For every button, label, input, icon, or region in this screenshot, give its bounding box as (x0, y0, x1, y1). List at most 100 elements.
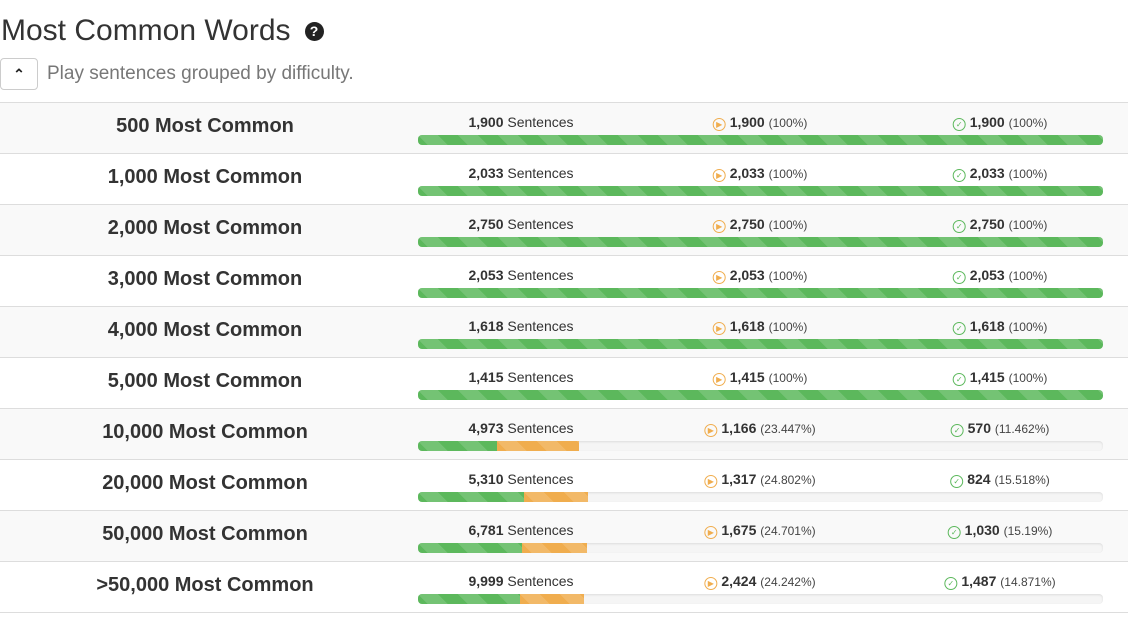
mastered-bar-segment (418, 237, 1103, 247)
check-circle-icon: ✓ (950, 475, 964, 488)
row-label[interactable]: 20,000 Most Common (102, 472, 308, 494)
sentences-word: Sentences (507, 216, 574, 232)
mastered-bar-segment (418, 594, 520, 604)
row-label[interactable]: 500 Most Common (116, 115, 294, 137)
mastered-bar-segment (418, 288, 1103, 298)
check-circle-icon: ✓ (947, 526, 961, 539)
play-icon: ▶ (704, 475, 718, 488)
played-stat: ▶ 1,166 (23.447%) (704, 420, 816, 437)
progress-bar (418, 339, 1103, 349)
table-row[interactable]: 3,000 Most Common 2,053 Sentences ▶ 2,053… (0, 256, 1128, 307)
played-value: 1,618 (729, 318, 765, 334)
mastered-value: 1,415 (969, 369, 1005, 385)
mastered-pct: (100%) (1008, 269, 1048, 283)
play-icon: ▶ (712, 169, 726, 182)
title-text: Most Common Words (1, 14, 291, 47)
sentence-count-value: 1,900 (468, 114, 504, 130)
mastered-bar-segment (418, 390, 1103, 400)
mastered-pct: (100%) (1008, 371, 1048, 385)
mastered-pct: (100%) (1008, 167, 1048, 181)
check-circle-icon: ✓ (950, 424, 964, 437)
table-row[interactable]: 500 Most Common 1,900 Sentences ▶ 1,900 (… (0, 103, 1128, 154)
played-pct: (100%) (768, 218, 808, 232)
sentences-word: Sentences (507, 369, 574, 385)
mastered-value: 824 (967, 471, 991, 487)
mastered-bar-segment (418, 135, 1103, 145)
played-value: 1,317 (721, 471, 757, 487)
mastered-pct: (14.871%) (1000, 575, 1056, 589)
table-row[interactable]: 2,000 Most Common 2,750 Sentences ▶ 2,750… (0, 205, 1128, 256)
sentence-count: 9,999 Sentences (468, 573, 573, 589)
progress-bar (418, 441, 1103, 451)
mastered-pct: (100%) (1008, 320, 1048, 334)
played-bar-segment (522, 543, 588, 553)
played-stat: ▶ 2,424 (24.242%) (704, 573, 816, 590)
row-label[interactable]: 5,000 Most Common (107, 370, 303, 392)
chevron-up-icon: ⌃ (13, 65, 25, 82)
sentence-count: 1,618 Sentences (468, 318, 573, 334)
sentence-count-value: 5,310 (468, 471, 504, 487)
mastered-stat: ✓ 1,487 (14.871%) (944, 573, 1056, 590)
play-icon: ▶ (704, 577, 718, 590)
progress-bar (418, 186, 1103, 196)
mastered-stat: ✓ 1,618 (100%) (952, 318, 1048, 335)
table-row[interactable]: 4,000 Most Common 1,618 Sentences ▶ 1,618… (0, 307, 1128, 358)
collapse-toggle-button[interactable]: ⌃ (0, 58, 38, 90)
row-label[interactable]: 1,000 Most Common (107, 166, 303, 188)
progress-bar (418, 237, 1103, 247)
question-circle-icon[interactable]: ? (304, 21, 324, 41)
progress-bar (418, 288, 1103, 298)
check-circle-icon: ✓ (952, 118, 966, 131)
row-label[interactable]: 2,000 Most Common (107, 217, 303, 239)
row-label[interactable]: >50,000 Most Common (96, 574, 314, 596)
played-pct: (100%) (768, 116, 808, 130)
played-stat: ▶ 1,317 (24.802%) (704, 471, 816, 488)
sentence-count: 5,310 Sentences (468, 471, 573, 487)
sentence-count: 1,415 Sentences (468, 369, 573, 385)
check-circle-icon: ✓ (944, 577, 958, 590)
mastered-value: 1,030 (964, 522, 1000, 538)
mastered-stat: ✓ 1,030 (15.19%) (947, 522, 1052, 539)
played-stat: ▶ 1,415 (100%) (712, 369, 808, 386)
progress-bar (418, 594, 1103, 604)
sentence-count: 2,033 Sentences (468, 165, 573, 181)
mastered-bar-segment (418, 186, 1103, 196)
mastered-bar-segment (418, 441, 497, 451)
mastered-pct: (11.462%) (994, 422, 1050, 436)
played-pct: (100%) (768, 371, 808, 385)
played-pct: (100%) (768, 269, 808, 283)
sentence-count-value: 4,973 (468, 420, 504, 436)
played-pct: (100%) (768, 167, 808, 181)
sentence-count-value: 1,415 (468, 369, 504, 385)
row-label[interactable]: 4,000 Most Common (107, 319, 303, 341)
table-row[interactable]: 50,000 Most Common 6,781 Sentences ▶ 1,67… (0, 511, 1128, 562)
mastered-value: 1,900 (969, 114, 1005, 130)
row-label[interactable]: 50,000 Most Common (102, 523, 308, 545)
mastered-stat: ✓ 824 (15.518%) (950, 471, 1050, 488)
mastered-bar-segment (418, 543, 523, 553)
row-label[interactable]: 3,000 Most Common (107, 268, 303, 290)
mastered-stat: ✓ 1,415 (100%) (952, 369, 1048, 386)
mastered-value: 570 (967, 420, 991, 436)
mastered-value: 2,750 (969, 216, 1005, 232)
table-row[interactable]: 1,000 Most Common 2,033 Sentences ▶ 2,033… (0, 154, 1128, 205)
sentence-count: 2,750 Sentences (468, 216, 573, 232)
mastered-value: 1,487 (961, 573, 997, 589)
play-icon: ▶ (712, 220, 726, 233)
subtitle: Play sentences grouped by difficulty. (47, 63, 354, 84)
table-row[interactable]: 10,000 Most Common 4,973 Sentences ▶ 1,16… (0, 409, 1128, 460)
play-icon: ▶ (704, 424, 718, 437)
check-circle-icon: ✓ (952, 373, 966, 386)
table-row[interactable]: >50,000 Most Common 9,999 Sentences ▶ 2,4… (0, 562, 1128, 613)
table-row[interactable]: 5,000 Most Common 1,415 Sentences ▶ 1,415… (0, 358, 1128, 409)
sentence-count-value: 1,618 (468, 318, 504, 334)
sentence-count: 4,973 Sentences (468, 420, 573, 436)
sentence-count: 1,900 Sentences (468, 114, 573, 130)
played-value: 1,900 (729, 114, 765, 130)
play-icon: ▶ (712, 118, 726, 131)
row-label[interactable]: 10,000 Most Common (102, 421, 308, 443)
table-row[interactable]: 20,000 Most Common 5,310 Sentences ▶ 1,31… (0, 460, 1128, 511)
sentence-count: 6,781 Sentences (468, 522, 573, 538)
sentence-count-value: 2,033 (468, 165, 504, 181)
difficulty-table: 500 Most Common 1,900 Sentences ▶ 1,900 (… (0, 102, 1128, 613)
